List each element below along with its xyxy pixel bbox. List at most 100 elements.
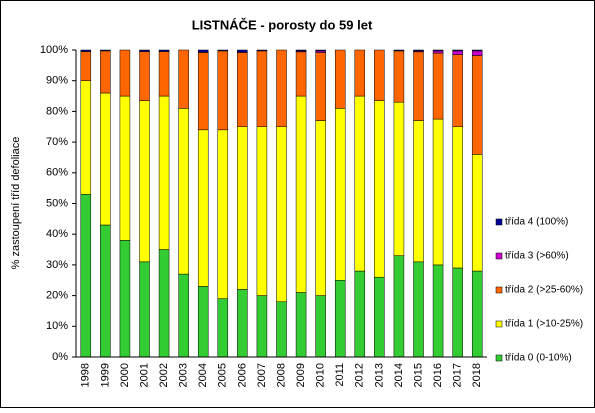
bar-segment (471, 55, 483, 155)
bar-segment (80, 51, 92, 81)
bar-segment (256, 49, 268, 52)
bar-segment (413, 261, 424, 358)
bar-segment (80, 194, 92, 358)
y-tick-label: 30% (46, 259, 68, 271)
bar-segment (452, 49, 463, 52)
y-tick-label: 100% (40, 44, 68, 56)
bar-segment (295, 95, 307, 293)
bar-segment (315, 49, 326, 52)
bar-segment (452, 54, 463, 127)
bar-segment (80, 49, 92, 52)
y-tick-label: 10% (46, 320, 68, 332)
x-tick-label: 2013 (373, 363, 385, 387)
y-tick-label: 60% (46, 167, 68, 179)
bar-segment (393, 101, 405, 256)
bar-segment (80, 80, 92, 195)
bar-segment (158, 49, 170, 52)
bar-segment (354, 95, 366, 272)
legend-label: třída 1 (>10-25%) (505, 319, 583, 330)
bar-segment (139, 261, 150, 358)
bar-segment (452, 50, 463, 55)
bar-segment (413, 49, 424, 52)
x-tick-label: 2000 (119, 363, 131, 387)
bar-segment (197, 286, 209, 358)
y-tick-label: 0% (52, 351, 68, 363)
bar-segment (295, 292, 307, 358)
x-tick-label: 2009 (295, 363, 307, 387)
x-tick-label: 2007 (256, 363, 268, 387)
bar-segment (197, 49, 209, 53)
bar-segment (432, 118, 444, 266)
y-axis-label: % zastoupení tříd defoliace (10, 137, 22, 270)
bar-segment (100, 224, 111, 358)
bar-segment (334, 49, 346, 109)
x-tick-label: 2004 (197, 363, 209, 387)
x-tick-label: 2015 (412, 363, 424, 387)
bar-segment (334, 108, 346, 281)
bar-segment (158, 51, 170, 97)
legend-swatch (495, 320, 503, 328)
bar-segment (237, 289, 248, 358)
bar-segment (471, 49, 483, 52)
legend-label: třída 3 (>60%) (505, 251, 569, 262)
legend-swatch (495, 218, 503, 226)
bar-segment (217, 298, 229, 358)
bar-segment (256, 295, 268, 358)
bar-segment (158, 249, 170, 358)
legend-swatch (495, 354, 503, 362)
bar-segment (432, 52, 444, 120)
bar-segment (197, 129, 209, 287)
bar-segment (100, 50, 111, 94)
bar-segment (217, 50, 229, 131)
x-tick-label: 2002 (158, 363, 170, 387)
bar-segment (100, 49, 111, 52)
legend-label: třída 4 (100%) (505, 217, 568, 228)
bar-segment (413, 51, 424, 121)
bar-segment (452, 126, 463, 269)
bar-segment (471, 270, 483, 358)
legend-label: třída 0 (0-10%) (505, 353, 572, 364)
bar-segment (452, 267, 463, 358)
bar-segment (393, 50, 405, 103)
bar-segment (374, 49, 385, 101)
bar-segment (471, 50, 483, 56)
x-tick-label: 1998 (80, 363, 92, 387)
bar-segment (237, 49, 248, 53)
y-tick-label: 90% (46, 75, 68, 87)
y-tick-label: 70% (46, 136, 68, 148)
x-tick-label: 2012 (354, 363, 366, 387)
bar-segment (139, 51, 150, 101)
bar-segment (139, 49, 150, 52)
bar-segment (315, 295, 326, 358)
bar-segment (178, 49, 189, 109)
bar-segment (413, 120, 424, 263)
bar-segment (471, 154, 483, 272)
bar-segment (217, 129, 229, 299)
x-tick-label: 2006 (236, 363, 248, 387)
bar-segment (393, 49, 405, 52)
y-tick-label: 50% (46, 197, 68, 209)
bar-segment (276, 49, 287, 127)
bar-segment (139, 100, 150, 263)
legend-swatch (495, 286, 503, 294)
x-tick-label: 2016 (432, 363, 444, 387)
bar-segment (374, 276, 385, 358)
bar-segment (276, 126, 287, 302)
bar-segment (119, 95, 131, 241)
x-tick-label: 2018 (471, 363, 483, 387)
bar-segment (295, 51, 307, 97)
x-tick-label: 2001 (138, 363, 150, 387)
y-tick-label: 20% (46, 290, 68, 302)
bar-segment (432, 264, 444, 358)
bar-segment (315, 52, 326, 121)
x-tick-label: 2017 (452, 363, 464, 387)
x-tick-label: 2014 (393, 363, 405, 387)
bar-segment (295, 49, 307, 52)
bar-segment (393, 255, 405, 358)
legend-swatch (495, 252, 503, 260)
bar-segment (276, 301, 287, 358)
bar-segment (217, 49, 229, 52)
x-tick-label: 2011 (334, 363, 346, 387)
x-tick-label: 2010 (315, 363, 327, 387)
